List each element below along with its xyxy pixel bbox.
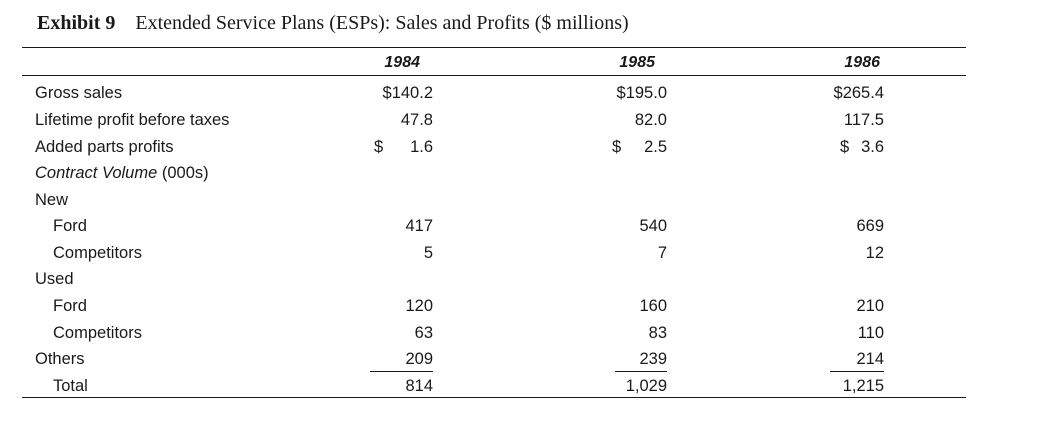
table-row: Competitors 63 83 110 [53,324,884,342]
exhibit-number: Exhibit 9 [37,12,116,34]
table-row: Ford 120 160 210 [53,297,884,315]
exhibit-caption: Extended Service Plans (ESPs): Sales and… [135,12,629,34]
column-header-1984: 1984 [384,54,420,71]
column-header-1985: 1985 [619,54,655,71]
section-heading: Used [0,266,1040,292]
row-label: Competitors [53,244,142,262]
row-label: Total [53,377,88,395]
currency-symbol: $ [840,138,850,156]
table-top-rule [22,47,966,48]
row-label: Others [35,350,85,368]
table-row: Lifetime profit before taxes 47.8 82.0 1… [35,111,884,129]
row-label: Ford [53,297,87,315]
currency-symbol: $ [374,138,384,156]
table-row: Ford 417 540 669 [53,217,884,235]
section-heading: Contract Volume (000s) [0,160,1040,186]
exhibit-title: Exhibit 9 Extended Service Plans (ESPs): … [37,12,629,35]
row-label: Lifetime profit before taxes [35,111,230,129]
table-bottom-rule [22,397,966,398]
cell-1985: 239 [615,350,667,372]
row-label: New [35,191,69,209]
currency-symbol: $ [612,138,622,156]
cell-1986: 214 [830,350,884,372]
row-label: Ford [53,217,87,235]
table-header-rule [22,75,966,76]
row-label: Competitors [53,324,142,342]
table-row: Others 209 239 214 [0,346,1040,372]
cell-1984: 209 [370,350,433,372]
row-label: Contract Volume (000s) [35,164,209,182]
total-row: Total 814 1,029 1,215 [53,377,884,395]
row-label: Used [35,270,74,288]
column-header-1986: 1986 [844,54,880,71]
table-row: Added parts profits $1.6 $2.5 $3.6 [35,138,884,156]
section-heading: New [0,187,1040,213]
table-row: Gross sales $140.2 $195.0 $265.4 [35,84,884,102]
table-row: Competitors 5 7 12 [53,244,884,262]
row-label: Added parts profits [35,138,174,156]
row-label: Gross sales [35,84,123,102]
